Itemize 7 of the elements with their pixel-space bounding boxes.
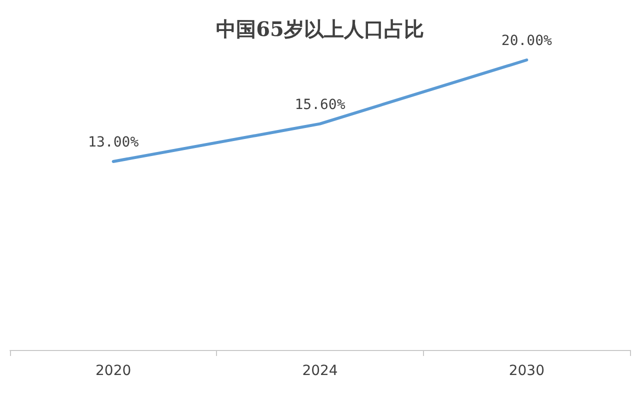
data-label: 13.00% bbox=[88, 134, 140, 150]
x-tick-label: 2030 bbox=[508, 363, 544, 379]
x-tick-label: 2020 bbox=[96, 363, 132, 379]
chart-title: 中国65岁以上人口占比 bbox=[216, 17, 424, 41]
data-label: 15.60% bbox=[294, 96, 346, 113]
x-tick-label: 2024 bbox=[302, 363, 338, 379]
data-label: 20.00% bbox=[501, 33, 553, 49]
